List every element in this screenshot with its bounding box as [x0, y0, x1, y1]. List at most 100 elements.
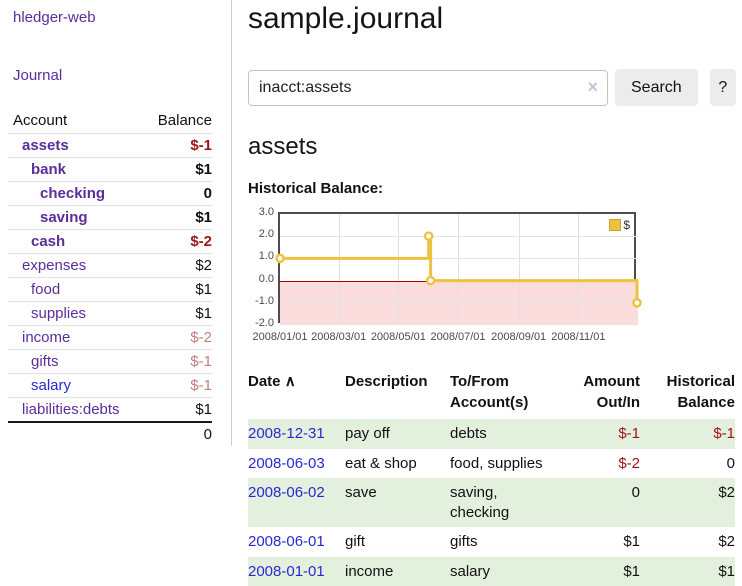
y-axis-tick-label: 1.0 [259, 250, 274, 262]
clear-search-icon[interactable]: × [587, 77, 598, 97]
account-link-supplies[interactable]: supplies [31, 305, 86, 322]
account-balance: $-1 [141, 374, 212, 398]
account-link-assets[interactable]: assets [22, 137, 69, 154]
data-point-marker [633, 299, 640, 306]
y-axis-tick-label: 0.0 [259, 273, 274, 285]
chart-y-axis: 3.0 2.0 1.0 0.0 -1.0 -2.0 [248, 205, 274, 330]
account-link-gifts[interactable]: gifts [31, 353, 59, 370]
transaction-balance: 0 [640, 449, 735, 479]
account-row: assets $-1 [8, 134, 212, 158]
y-axis-tick-label: -2.0 [255, 317, 274, 329]
account-row: food $1 [8, 278, 212, 302]
account-link-cash[interactable]: cash [31, 233, 65, 250]
account-balance: $-1 [141, 134, 212, 158]
y-axis-tick-label: -1.0 [255, 295, 274, 307]
x-axis-tick-label: 2008/07/01 [430, 331, 485, 343]
account-link-salary[interactable]: salary [31, 377, 71, 394]
data-point-marker [427, 277, 434, 284]
sidebar: hledger-web Journal Account Balance asse… [0, 0, 232, 446]
transaction-description: gift [345, 527, 450, 557]
app-brand-link[interactable]: hledger-web [13, 9, 231, 26]
transaction-date-link[interactable]: 2008-01-01 [248, 563, 325, 580]
x-axis-tick-label: 2008/03/01 [311, 331, 366, 343]
account-link-bank[interactable]: bank [31, 161, 66, 178]
register-row: 2008-06-01giftgifts$1$2 [248, 527, 735, 557]
search-form: × Search ? [248, 69, 736, 106]
transaction-amount: 0 [550, 478, 640, 527]
account-balance: $-1 [141, 350, 212, 374]
search-button[interactable]: Search [615, 69, 698, 106]
register-row: 2008-06-03 eat & shopfood, supplies$-20 [248, 449, 735, 479]
transaction-description: save [345, 478, 450, 527]
main-content: sample.journal × Search ? assets Histori… [248, 0, 736, 586]
account-balance: 0 [141, 182, 212, 206]
x-axis-tick-label: 2008/01/01 [252, 331, 307, 343]
register-row: 2008-12-31pay offdebts$-1$-1 [248, 419, 735, 449]
account-row: expenses$2 [8, 254, 212, 278]
transaction-accounts: food, supplies [450, 449, 550, 479]
x-axis-tick-label: 2008/05/01 [371, 331, 426, 343]
legend-swatch-icon [609, 219, 621, 231]
account-row: cash $-2 [8, 230, 212, 254]
account-row: liabilities:debts $1 [8, 398, 212, 423]
transaction-accounts: debts [450, 419, 550, 449]
transaction-date-link[interactable]: 2008-12-31 [248, 425, 325, 442]
register-header-amount: Amount Out/In [550, 369, 640, 419]
balance-line-series [280, 214, 638, 325]
chart-legend: $ [609, 218, 630, 232]
account-row: income $-2 [8, 326, 212, 350]
register-header-date[interactable]: Date ∧ [248, 369, 345, 419]
account-balance: $1 [141, 206, 212, 230]
account-row: saving $1 [8, 206, 212, 230]
transaction-balance: $-1 [640, 419, 735, 449]
chart-plot-area: $ [278, 212, 636, 323]
historical-balance-label: Historical Balance: [248, 180, 736, 197]
data-point-marker [276, 255, 283, 262]
sort-ascending-icon: ∧ [285, 373, 296, 390]
accounts-table: Account Balance assets $-1 bank $1 checking 0… [8, 109, 212, 446]
transaction-date-link[interactable]: 2008-06-01 [248, 533, 325, 550]
accounts-header-account: Account [8, 109, 141, 134]
transaction-accounts: gifts [450, 527, 550, 557]
search-input[interactable] [248, 70, 608, 106]
register-header-tofrom: To/From Account(s) [450, 369, 550, 419]
account-link-saving[interactable]: saving [40, 209, 88, 226]
y-axis-tick-label: 3.0 [259, 206, 274, 218]
transaction-accounts: saving, checking [450, 478, 550, 527]
transaction-date-link[interactable]: 2008-06-03 [248, 455, 325, 472]
accounts-total-balance: 0 [141, 422, 212, 446]
account-balance: $1 [141, 398, 212, 423]
transaction-amount: $-1 [550, 419, 640, 449]
account-balance: $1 [141, 158, 212, 182]
historical-balance-chart: 3.0 2.0 1.0 0.0 -1.0 -2.0 $ 2008/01/01 2008/03… [248, 205, 736, 351]
legend-label: $ [623, 218, 630, 232]
data-point-marker [425, 233, 432, 240]
transaction-balance: $2 [640, 527, 735, 557]
account-balance: $-2 [141, 326, 212, 350]
account-row: checking 0 [8, 182, 212, 206]
account-balance: $1 [141, 302, 212, 326]
transaction-balance: $2 [640, 478, 735, 527]
account-link-checking[interactable]: checking [40, 185, 105, 202]
transaction-amount: $-2 [550, 449, 640, 479]
register-table: Date ∧ Description To/From Account(s) Am… [248, 369, 735, 586]
transaction-date-link[interactable]: 2008-06-02 [248, 484, 325, 501]
x-axis-tick-label: 2008/11/01 [551, 331, 605, 343]
account-link-expenses[interactable]: expenses [22, 257, 86, 274]
transaction-description: pay off [345, 419, 450, 449]
x-axis-tick-label: 2008/09/01 [491, 331, 546, 343]
accounts-header-balance: Balance [141, 109, 212, 134]
account-link-food[interactable]: food [31, 281, 60, 298]
account-balance: $1 [141, 278, 212, 302]
account-balance: $-2 [141, 230, 212, 254]
account-link-income[interactable]: income [22, 329, 70, 346]
y-axis-tick-label: 2.0 [259, 228, 274, 240]
help-button[interactable]: ? [710, 69, 736, 106]
transaction-description: eat & shop [345, 449, 450, 479]
page-title: sample.journal [248, 2, 736, 36]
sidebar-item-journal[interactable]: Journal [13, 67, 231, 84]
account-row: bank $1 [8, 158, 212, 182]
account-row: gifts $-1 [8, 350, 212, 374]
account-row: salary $-1 [8, 374, 212, 398]
account-link-liabilities-debts[interactable]: liabilities:debts [22, 401, 120, 418]
